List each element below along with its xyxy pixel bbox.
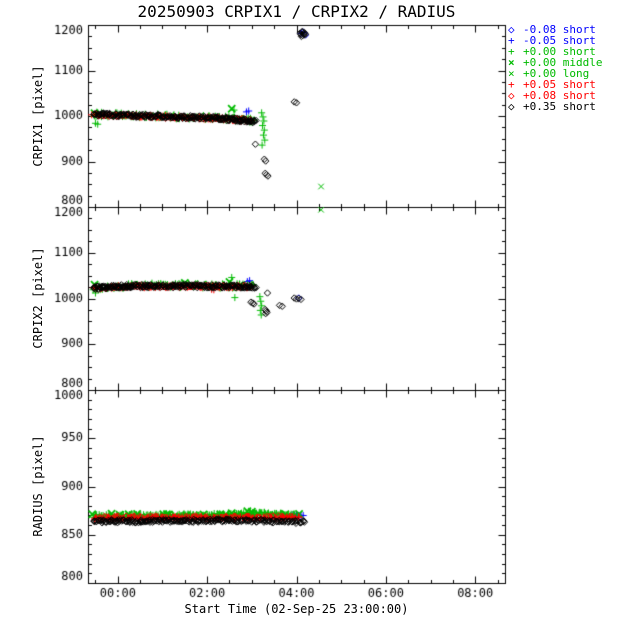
legend-label: -0.05 short [523, 34, 596, 47]
legend-label: +0.08 short [523, 89, 596, 102]
plus-icon: + [508, 34, 515, 47]
legend-item: + -0.05 short [508, 35, 602, 46]
legend-label: +0.05 short [523, 78, 596, 91]
y-axis-label-crpix2: CRPIX2 [pixel] [31, 247, 45, 349]
legend-item: + +0.00 short [508, 46, 602, 57]
y-axis-label-radius: RADIUS [pixel] [31, 435, 45, 537]
plus-icon: + [508, 45, 515, 58]
cross-icon: × [508, 67, 515, 80]
diamond-icon: ◇ [508, 100, 515, 113]
legend-item: + +0.05 short [508, 79, 602, 90]
y-axis-label-crpix1: CRPIX1 [pixel] [31, 65, 45, 167]
legend-item: × +0.00 middle [508, 57, 602, 68]
chart-title: 20250903 CRPIX1 / CRPIX2 / RADIUS [137, 2, 456, 21]
x-axis-label: Start Time (02-Sep-25 23:00:00) [184, 602, 409, 616]
legend-item: × +0.00 long [508, 68, 602, 79]
legend-label: -0.08 short [523, 23, 596, 36]
legend-label: +0.00 long [523, 67, 590, 80]
diamond-icon: ◇ [508, 23, 515, 36]
legend-label: +0.00 middle [523, 56, 603, 69]
cross-bold-icon: × [508, 56, 515, 69]
legend-item: ◇ +0.08 short [508, 90, 602, 101]
legend-label: +0.35 short [523, 100, 596, 113]
diamond-icon: ◇ [508, 89, 515, 102]
legend-item: ◇ -0.08 short [508, 24, 602, 35]
plus-icon: + [508, 78, 515, 91]
plot-legend: ◇ -0.08 short + -0.05 short + +0.00 short × +0.… [508, 24, 602, 112]
legend-item: ◇ +0.35 short [508, 101, 602, 112]
legend-label: +0.00 short [523, 45, 596, 58]
